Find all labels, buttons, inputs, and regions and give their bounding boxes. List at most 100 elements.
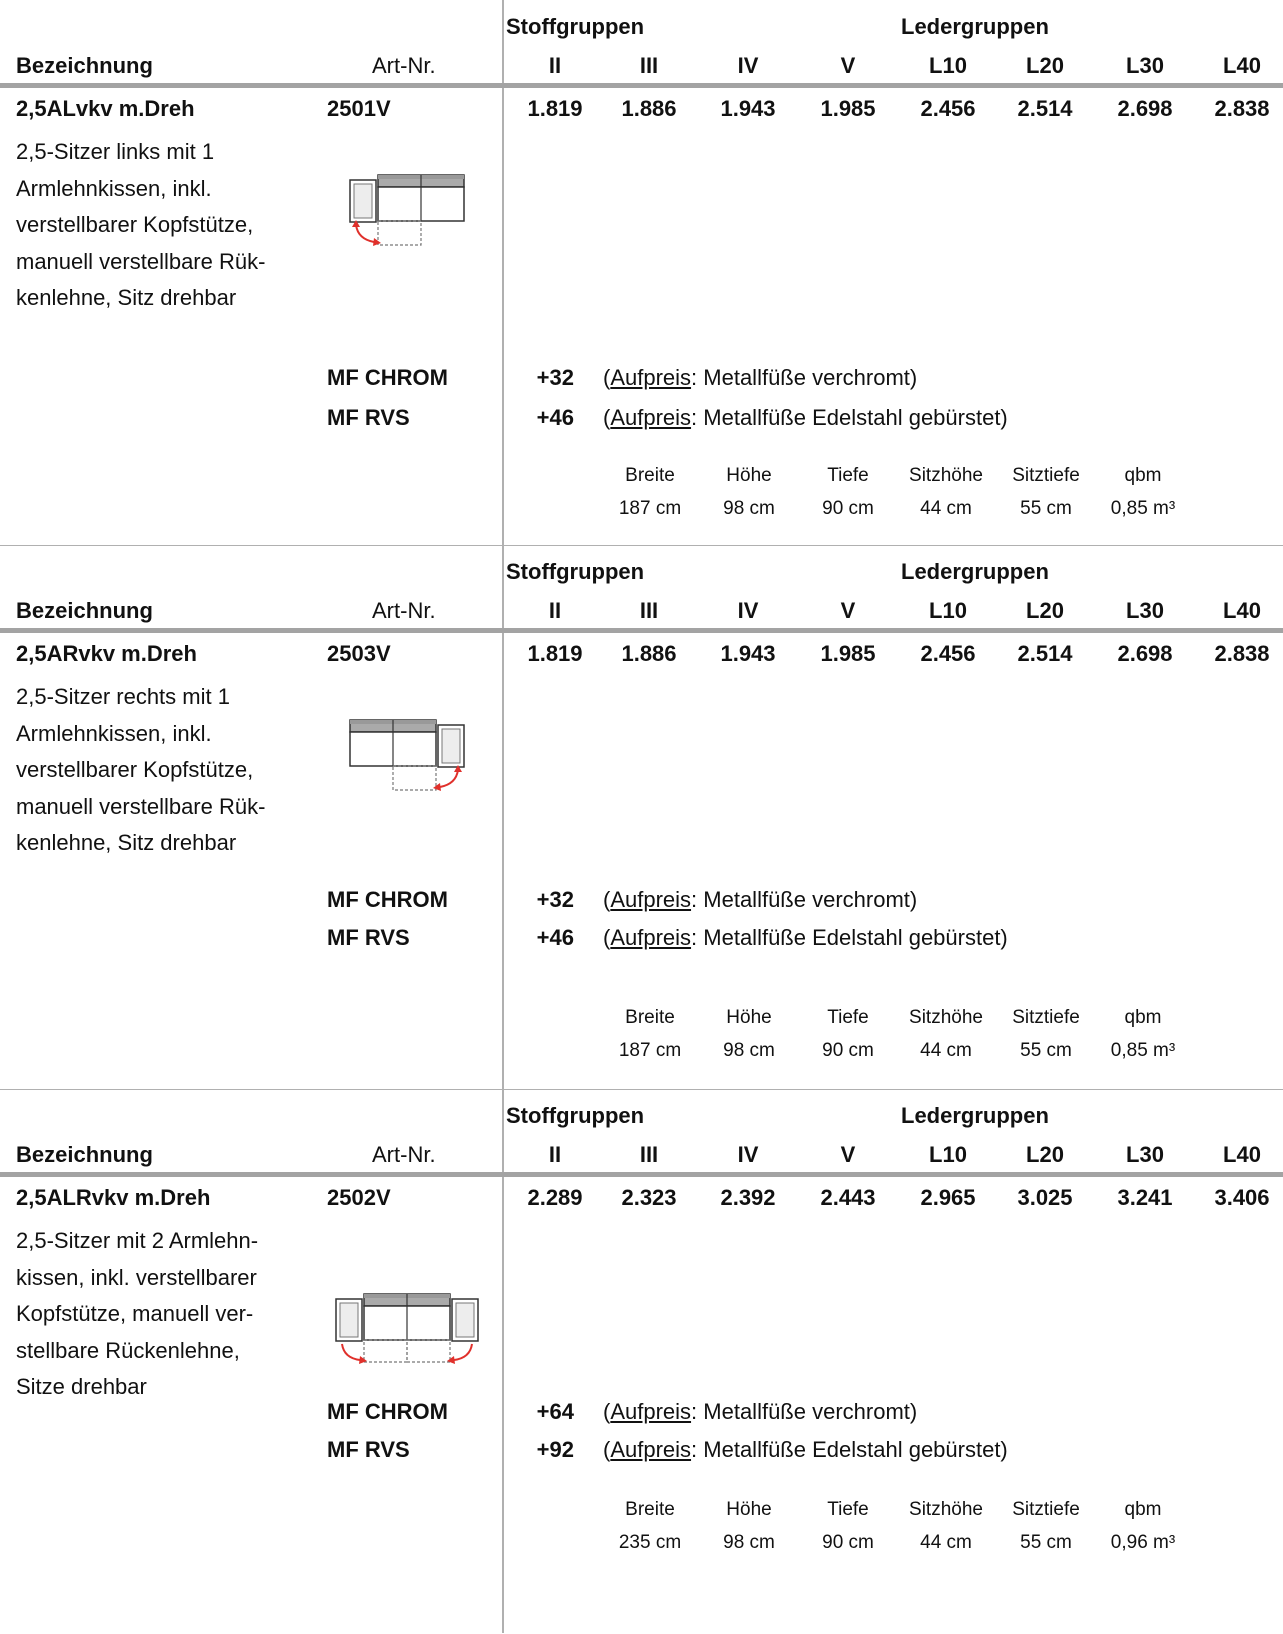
article-number: 2501V	[327, 96, 391, 121]
option-text: : Metallfüße Edelstahl gebürstet)	[691, 1437, 1008, 1462]
dim-value-sitztiefe: 55 cm	[1020, 1532, 1072, 1553]
description-line: 2,5-Sitzer rechts mit 1	[16, 684, 230, 709]
artnr-header: Art-Nr.	[372, 53, 436, 78]
group-header-L30: L30	[1126, 1142, 1164, 1167]
option-price: +46	[536, 405, 574, 430]
option-text: : Metallfüße verchromt)	[691, 887, 918, 912]
option-code-mf-rvs: MF RVS	[327, 405, 410, 430]
article-number: 2503V	[327, 641, 391, 666]
section-divider	[0, 1089, 1283, 1090]
option-text: : Metallfüße Edelstahl gebürstet)	[691, 405, 1008, 430]
group-header-IV: IV	[737, 53, 759, 78]
option-price: +32	[536, 365, 574, 390]
group-header-IV: IV	[737, 1142, 759, 1167]
price-L10: 2.456	[920, 96, 976, 121]
dim-value-hoehe: 98 cm	[723, 498, 775, 519]
group-header-L30: L30	[1126, 53, 1164, 78]
price-L20: 2.514	[1017, 96, 1073, 121]
price-IV: 2.392	[720, 1185, 776, 1210]
group-header-L10: L10	[929, 1142, 967, 1167]
paren: (	[603, 405, 611, 430]
group-header-L40: L40	[1223, 598, 1261, 623]
artnr-header: Art-Nr.	[372, 1142, 436, 1167]
price-IV: 1.943	[720, 96, 776, 121]
group-header-L20: L20	[1026, 1142, 1064, 1167]
option-price: +46	[536, 925, 574, 950]
sofa-left-armrest-swivel-icon	[349, 174, 465, 246]
description-line: kenlehne, Sitz drehbar	[16, 285, 237, 310]
dim-value-qbm: 0,85 m³	[1110, 1040, 1176, 1061]
description-line: Sitze drehbar	[16, 1374, 147, 1399]
stoffgruppen-header: Stoffgruppen	[506, 559, 645, 584]
dim-label-tiefe: Tiefe	[827, 1499, 869, 1520]
stoffgruppen-header: Stoffgruppen	[506, 1103, 645, 1128]
dim-value-breite: 187 cm	[618, 498, 682, 519]
group-header-L20: L20	[1026, 53, 1064, 78]
group-header-IV: IV	[737, 598, 759, 623]
option-description: (Aufpreis: Metallfüße verchromt)	[603, 365, 917, 391]
price-III: 1.886	[621, 641, 677, 666]
dim-value-sitzhoehe: 44 cm	[920, 498, 972, 519]
dim-label-sitztiefe: Sitztiefe	[1012, 465, 1080, 486]
option-code-mf-chrom: MF CHROM	[327, 365, 448, 390]
product-description: 2,5-Sitzer links mit 1 Armlehnkissen, in…	[16, 134, 306, 317]
price-II: 2.289	[527, 1185, 583, 1210]
description-line: Armlehnkissen, inkl.	[16, 175, 212, 201]
dim-value-sitztiefe: 55 cm	[1020, 1040, 1072, 1061]
ledergruppen-header: Ledergruppen	[901, 14, 1049, 39]
dim-value-tiefe: 90 cm	[822, 1040, 874, 1061]
option-description: (Aufpreis: Metallfüße Edelstahl gebürste…	[603, 405, 1008, 431]
bezeichnung-header: Bezeichnung	[16, 598, 153, 623]
option-price: +64	[536, 1399, 574, 1424]
aufpreis-label: Aufpreis	[610, 365, 692, 390]
column-divider	[502, 0, 504, 1633]
group-header-II: II	[548, 598, 562, 623]
dim-label-qbm: qbm	[1124, 1007, 1162, 1028]
price-L30: 2.698	[1117, 641, 1173, 666]
price-II: 1.819	[527, 641, 583, 666]
dim-label-breite: Breite	[625, 1499, 675, 1520]
description-line: kissen, inkl. verstellbarer	[16, 1264, 257, 1290]
dim-value-sitzhoehe: 44 cm	[920, 1532, 972, 1553]
group-header-V: V	[840, 1142, 856, 1167]
option-code-mf-rvs: MF RVS	[327, 925, 410, 950]
price-V: 2.443	[820, 1185, 876, 1210]
description-line: Kopfstütze, manuell ver-	[16, 1301, 254, 1326]
price-IV: 1.943	[720, 641, 776, 666]
paren: (	[603, 1399, 611, 1424]
bezeichnung-header: Bezeichnung	[16, 1142, 153, 1167]
option-price: +92	[536, 1437, 574, 1462]
price-II: 1.819	[527, 96, 583, 121]
dim-value-tiefe: 90 cm	[822, 1532, 874, 1553]
group-header-V: V	[840, 53, 856, 78]
dim-label-hoehe: Höhe	[726, 1007, 772, 1028]
group-header-II: II	[548, 53, 562, 78]
dim-label-sitzhoehe: Sitzhöhe	[909, 465, 983, 486]
price-L20: 2.514	[1017, 641, 1073, 666]
price-L30: 2.698	[1117, 96, 1173, 121]
product-section-2503V: Stoffgruppen Ledergruppen Bezeichnung Ar…	[0, 545, 1283, 1090]
option-text: : Metallfüße verchromt)	[691, 1399, 918, 1424]
description-line: Armlehnkissen, inkl.	[16, 720, 212, 746]
price-L40: 3.406	[1214, 1185, 1270, 1210]
group-header-II: II	[548, 1142, 562, 1167]
product-description: 2,5-Sitzer mit 2 Armlehn- kissen, inkl. …	[16, 1223, 306, 1406]
option-description: (Aufpreis: Metallfüße Edelstahl gebürste…	[603, 1437, 1008, 1463]
group-header-L30: L30	[1126, 598, 1164, 623]
sofa-right-armrest-swivel-icon	[349, 719, 465, 791]
group-header-L20: L20	[1026, 598, 1064, 623]
dim-value-qbm: 0,96 m³	[1110, 1532, 1176, 1553]
product-name: 2,5ALvkv m.Dreh	[16, 96, 195, 121]
dim-value-hoehe: 98 cm	[723, 1532, 775, 1553]
dim-label-breite: Breite	[625, 1007, 675, 1028]
paren: (	[603, 365, 611, 390]
price-V: 1.985	[820, 96, 876, 121]
aufpreis-label: Aufpreis	[610, 1399, 692, 1424]
dim-value-tiefe: 90 cm	[822, 498, 874, 519]
group-header-III: III	[639, 53, 659, 78]
paren: (	[603, 887, 611, 912]
bezeichnung-header: Bezeichnung	[16, 53, 153, 78]
product-section-2501V: Stoffgruppen Ledergruppen Bezeichnung Ar…	[0, 0, 1283, 545]
ledergruppen-header: Ledergruppen	[901, 559, 1049, 584]
paren: (	[603, 1437, 611, 1462]
